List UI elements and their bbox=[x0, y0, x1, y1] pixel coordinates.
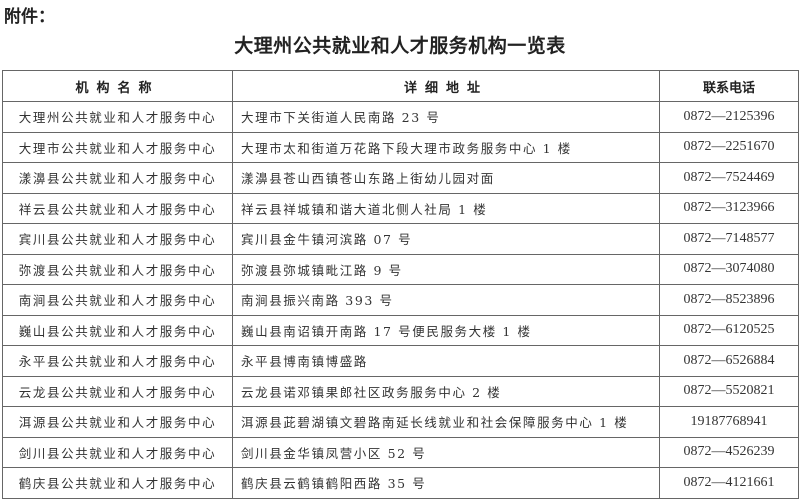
table-row: 宾川县公共就业和人才服务中心 宾川县金牛镇河滨路 07 号 0872—7148577 bbox=[2, 223, 799, 255]
institution-name-cell: 南涧县公共就业和人才服务中心 bbox=[2, 284, 233, 316]
address-cell: 永平县博南镇博盛路 bbox=[232, 345, 660, 377]
phone-cell: 0872—2125396 bbox=[659, 101, 799, 133]
phone-cell: 0872—6120525 bbox=[659, 314, 799, 346]
table-row: 大理州公共就业和人才服务中心 大理市下关街道人民南路 23 号 0872—21253… bbox=[2, 101, 799, 133]
address-cell: 巍山县南诏镇开南路 17 号便民服务大楼 1 楼 bbox=[232, 314, 660, 346]
institution-table: 机构名称 详细地址 联系电话 大理州公共就业和人才服务中心 大理市下关街道人民南路… bbox=[2, 70, 799, 499]
institution-name-cell: 鹤庆县公共就业和人才服务中心 bbox=[2, 467, 233, 499]
address-cell: 弥渡县弥城镇毗江路 9 号 bbox=[232, 253, 660, 285]
table-row: 永平县公共就业和人才服务中心 永平县博南镇博盛路 0872—6526884 bbox=[2, 345, 799, 377]
institution-name-cell: 巍山县公共就业和人才服务中心 bbox=[2, 314, 233, 346]
header-phone: 联系电话 bbox=[659, 70, 799, 102]
phone-cell: 0872—7524469 bbox=[659, 162, 799, 194]
table-row: 南涧县公共就业和人才服务中心 南涧县振兴南路 393 号 0872—8523896 bbox=[2, 284, 799, 316]
page-title: 大理州公共就业和人才服务机构一览表 bbox=[234, 35, 566, 57]
table-row: 鹤庆县公共就业和人才服务中心 鹤庆县云鹤镇鹤阳西路 35 号 0872—412166… bbox=[2, 467, 799, 499]
table-row: 祥云县公共就业和人才服务中心 祥云县祥城镇和谐大道北侧人社局 1 楼 0872—31… bbox=[2, 192, 799, 224]
address-cell: 南涧县振兴南路 393 号 bbox=[232, 284, 660, 316]
address-cell: 鹤庆县云鹤镇鹤阳西路 35 号 bbox=[232, 467, 660, 499]
institution-name-cell: 漾濞县公共就业和人才服务中心 bbox=[2, 162, 233, 194]
header-address: 详细地址 bbox=[232, 70, 660, 102]
institution-name-cell: 宾川县公共就业和人才服务中心 bbox=[2, 223, 233, 255]
phone-cell: 0872—5520821 bbox=[659, 375, 799, 407]
table-row: 洱源县公共就业和人才服务中心 洱源县茈碧湖镇文碧路南延长线就业和社会保障服务中心 … bbox=[2, 406, 799, 438]
phone-cell: 0872—3074080 bbox=[659, 253, 799, 285]
phone-cell: 19187768941 bbox=[659, 406, 799, 438]
phone-cell: 0872—4121661 bbox=[659, 467, 799, 499]
phone-cell: 0872—6526884 bbox=[659, 345, 799, 377]
address-cell: 洱源县茈碧湖镇文碧路南延长线就业和社会保障服务中心 1 楼 bbox=[232, 406, 660, 438]
institution-name-cell: 大理州公共就业和人才服务中心 bbox=[2, 101, 233, 133]
institution-name-cell: 大理市公共就业和人才服务中心 bbox=[2, 131, 233, 163]
institution-name-cell: 永平县公共就业和人才服务中心 bbox=[2, 345, 233, 377]
table-row: 漾濞县公共就业和人才服务中心 漾濞县苍山西镇苍山东路上街幼儿园对面 0872—752… bbox=[2, 162, 799, 194]
address-cell: 大理市下关街道人民南路 23 号 bbox=[232, 101, 660, 133]
phone-cell: 0872—2251670 bbox=[659, 131, 799, 163]
table-row: 剑川县公共就业和人才服务中心 剑川县金华镇凤营小区 52 号 0872—452623… bbox=[2, 436, 799, 468]
institution-name-cell: 剑川县公共就业和人才服务中心 bbox=[2, 436, 233, 468]
address-cell: 祥云县祥城镇和谐大道北侧人社局 1 楼 bbox=[232, 192, 660, 224]
address-cell: 漾濞县苍山西镇苍山东路上街幼儿园对面 bbox=[232, 162, 660, 194]
table-row: 巍山县公共就业和人才服务中心 巍山县南诏镇开南路 17 号便民服务大楼 1 楼 08… bbox=[2, 314, 799, 346]
phone-cell: 0872—8523896 bbox=[659, 284, 799, 316]
institution-name-cell: 祥云县公共就业和人才服务中心 bbox=[2, 192, 233, 224]
address-cell: 宾川县金牛镇河滨路 07 号 bbox=[232, 223, 660, 255]
phone-cell: 0872—7148577 bbox=[659, 223, 799, 255]
institution-name-cell: 洱源县公共就业和人才服务中心 bbox=[2, 406, 233, 438]
address-cell: 剑川县金华镇凤营小区 52 号 bbox=[232, 436, 660, 468]
address-cell: 大理市太和街道万花路下段大理市政务服务中心 1 楼 bbox=[232, 131, 660, 163]
attachment-label: 附件： bbox=[4, 7, 55, 27]
header-name: 机构名称 bbox=[2, 70, 233, 102]
institution-name-cell: 弥渡县公共就业和人才服务中心 bbox=[2, 253, 233, 285]
table-header-row: 机构名称 详细地址 联系电话 bbox=[2, 70, 799, 102]
table-row: 云龙县公共就业和人才服务中心 云龙县诺邓镇果郎社区政务服务中心 2 楼 0872—5… bbox=[2, 375, 799, 407]
phone-cell: 0872—4526239 bbox=[659, 436, 799, 468]
institution-name-cell: 云龙县公共就业和人才服务中心 bbox=[2, 375, 233, 407]
phone-cell: 0872—3123966 bbox=[659, 192, 799, 224]
table-row: 弥渡县公共就业和人才服务中心 弥渡县弥城镇毗江路 9 号 0872—3074080 bbox=[2, 253, 799, 285]
address-cell: 云龙县诺邓镇果郎社区政务服务中心 2 楼 bbox=[232, 375, 660, 407]
